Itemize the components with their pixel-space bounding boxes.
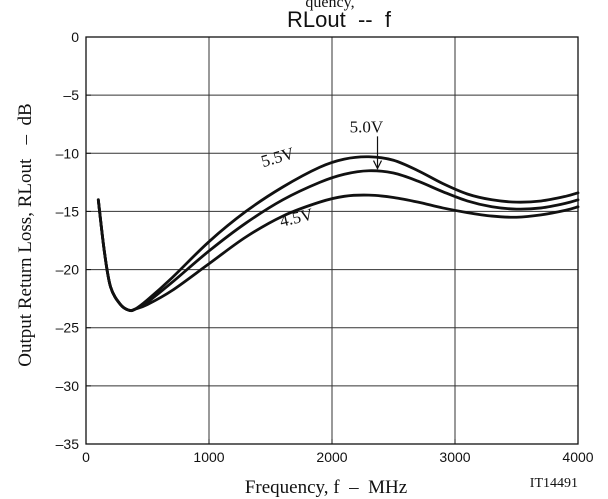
- x-tick-label: 2000: [316, 449, 347, 465]
- y-tick-label: –20: [56, 262, 80, 278]
- x-tick-label: 1000: [193, 449, 224, 465]
- axes: 0 1000 2000 3000 4000 0 –5 –10 –15 –20 –25 –30 –35: [56, 29, 594, 465]
- annotation-label: 5.0V: [350, 117, 384, 136]
- y-tick-label: –30: [56, 378, 80, 394]
- series-line-4-5v: [96, 193, 580, 312]
- series-lines: [96, 155, 580, 313]
- annotation-label: 4.5V: [278, 205, 316, 231]
- chart-title: RLout -- f: [287, 7, 392, 32]
- y-tick-label: –5: [63, 87, 79, 103]
- x-tick-label: 3000: [439, 449, 470, 465]
- y-tick-label: –25: [56, 320, 80, 336]
- y-tick-label: 0: [71, 29, 79, 45]
- x-tick-label: 4000: [562, 449, 593, 465]
- y-tick-label: –15: [56, 203, 80, 219]
- y-tick-label: –35: [56, 436, 80, 452]
- series-line-5-5v: [96, 155, 580, 313]
- y-axis-label: Output Return Loss, RLout – dB: [15, 103, 36, 366]
- grid: [86, 37, 578, 444]
- annotation-label: 5.5V: [259, 143, 297, 171]
- series-line-5-0v: [96, 169, 580, 313]
- x-tick-label: 0: [82, 449, 90, 465]
- figure-id: IT14491: [530, 476, 578, 491]
- top-partial-text: quency,: [305, 0, 354, 11]
- annotations: 5.5V 5.0V 4.5V: [259, 117, 384, 230]
- y-tick-label: –10: [56, 145, 80, 161]
- x-axis-label: Frequency, f – MHz: [245, 477, 407, 498]
- annotation-arrowhead: [372, 160, 383, 170]
